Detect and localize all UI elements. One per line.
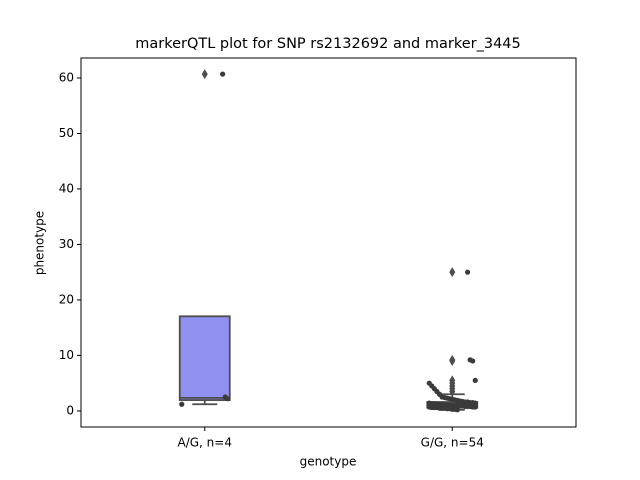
outlier <box>449 354 456 365</box>
point <box>222 394 228 400</box>
outlier <box>449 267 456 278</box>
y-tick-label: 60 <box>59 70 74 84</box>
point <box>220 71 226 77</box>
y-tick-label: 10 <box>59 348 74 362</box>
point <box>179 401 185 407</box>
y-tick-label: 20 <box>59 292 74 306</box>
outlier <box>449 375 456 386</box>
y-tick-label: 0 <box>66 403 74 417</box>
y-tick-label: 50 <box>59 126 74 140</box>
outlier <box>201 69 208 80</box>
x-tick-label: A/G, n=4 <box>178 436 232 450</box>
x-tick-label: G/G, n=54 <box>421 436 484 450</box>
y-tick-label: 30 <box>59 237 74 251</box>
chart-title: markerQTL plot for SNP rs2132692 and mar… <box>135 36 521 52</box>
box <box>178 315 231 401</box>
plot-frame <box>80 57 577 428</box>
x-axis-label: genotype <box>300 455 357 469</box>
y-axis-label: phenotype <box>33 211 47 275</box>
point <box>472 377 478 383</box>
point <box>464 269 471 275</box>
point <box>426 400 432 406</box>
point <box>426 380 432 386</box>
y-tick-label: 40 <box>59 181 74 195</box>
point <box>467 357 473 363</box>
